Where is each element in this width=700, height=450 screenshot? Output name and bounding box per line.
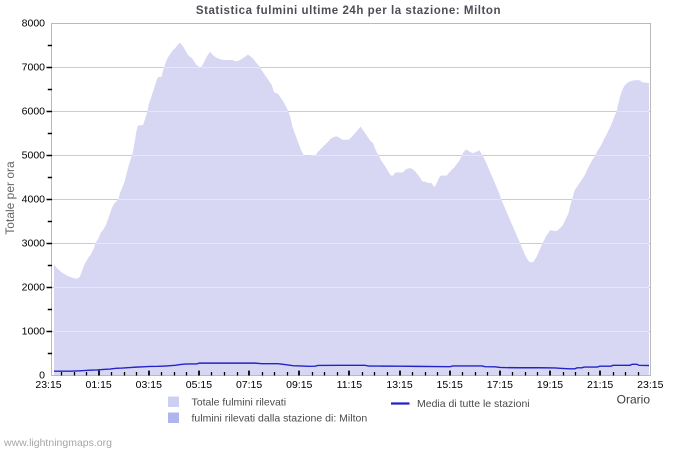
svg-text:17:15: 17:15: [487, 379, 513, 391]
svg-text:6000: 6000: [22, 106, 46, 118]
svg-text:11:15: 11:15: [337, 379, 363, 391]
svg-text:23:15: 23:15: [637, 379, 663, 391]
svg-text:19:15: 19:15: [537, 379, 563, 391]
svg-text:2000: 2000: [22, 282, 46, 294]
svg-text:5000: 5000: [22, 150, 46, 162]
svg-text:Orario: Orario: [617, 393, 651, 407]
svg-text:0: 0: [39, 370, 45, 382]
svg-text:www.lightningmaps.org: www.lightningmaps.org: [3, 437, 112, 449]
svg-text:Totale per ora: Totale per ora: [3, 161, 17, 235]
svg-text:13:15: 13:15: [386, 379, 412, 391]
svg-text:09:15: 09:15: [286, 379, 312, 391]
svg-text:23:15: 23:15: [35, 379, 61, 391]
svg-text:03:15: 03:15: [136, 379, 162, 391]
svg-text:7000: 7000: [22, 62, 46, 74]
svg-text:4000: 4000: [22, 194, 46, 206]
svg-text:01:15: 01:15: [86, 379, 112, 391]
svg-text:fulmini rilevati dalla stazion: fulmini rilevati dalla stazione di: Milt…: [192, 413, 368, 425]
svg-text:Statistica fulmini ultime 24h: Statistica fulmini ultime 24h per la sta…: [196, 5, 501, 17]
svg-text:8000: 8000: [22, 18, 46, 30]
svg-text:05:15: 05:15: [186, 379, 212, 391]
svg-text:3000: 3000: [22, 238, 46, 250]
svg-text:Totale fulmini rilevati: Totale fulmini rilevati: [192, 397, 287, 409]
svg-text:15:15: 15:15: [437, 379, 463, 391]
svg-text:Media di tutte le stazioni: Media di tutte le stazioni: [417, 398, 530, 410]
svg-text:21:15: 21:15: [587, 379, 613, 391]
svg-text:1000: 1000: [22, 326, 46, 338]
svg-text:07:15: 07:15: [236, 379, 262, 391]
